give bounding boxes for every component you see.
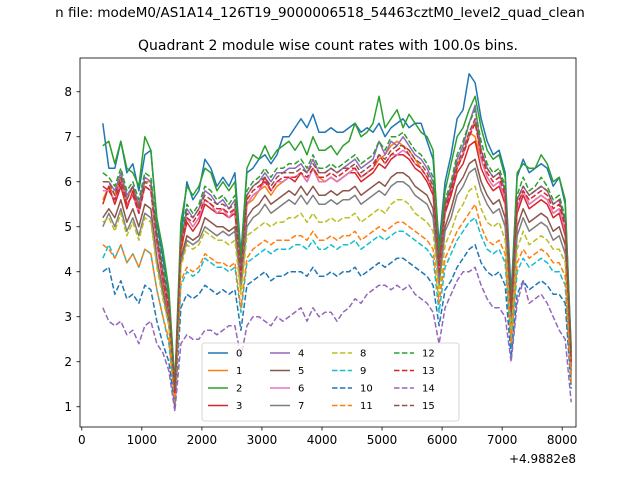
legend-label-7: 7 [298, 401, 304, 412]
x-tick-label: 1000 [127, 433, 158, 447]
series-line-15 [102, 118, 572, 390]
x-tick-label: 0 [78, 433, 86, 447]
y-tick-label: 1 [64, 400, 72, 414]
legend-label-15: 15 [422, 401, 435, 412]
series-lines [102, 73, 572, 412]
x-tick-label: 7000 [487, 433, 518, 447]
chart-suptitle: n file: modeM0/AS1A14_126T19_9000006518_… [55, 5, 585, 21]
y-tick-label: 5 [64, 220, 72, 234]
legend-label-2: 2 [236, 384, 242, 395]
y-tick-label: 2 [64, 355, 72, 369]
series-line-10 [102, 244, 572, 408]
y-tick-label: 8 [64, 85, 72, 99]
legend-label-10: 10 [360, 384, 373, 395]
series-line-12 [102, 109, 572, 390]
y-tick-label: 4 [64, 265, 72, 279]
legend-label-9: 9 [360, 366, 366, 377]
legend-label-13: 13 [422, 366, 435, 377]
x-tick-label: 4000 [307, 433, 338, 447]
x-tick-label: 5000 [367, 433, 398, 447]
y-tick-label: 6 [64, 175, 72, 189]
x-offset-label: +4.9882e8 [509, 452, 576, 466]
plot-frame [79, 57, 577, 428]
legend-label-0: 0 [236, 349, 242, 360]
y-tick-label: 3 [64, 310, 72, 324]
legend-label-12: 12 [422, 349, 435, 360]
legend-label-8: 8 [360, 349, 366, 360]
y-tick-label: 7 [64, 130, 72, 144]
x-tick-label: 8000 [547, 433, 578, 447]
series-line-14 [102, 266, 572, 412]
x-tick-label: 2000 [187, 433, 218, 447]
legend-label-14: 14 [422, 384, 435, 395]
x-axis-ticks: 0 1000 2000 3000 4000 5000 6000 7000 8000 [78, 427, 577, 447]
y-axis-ticks: 1 2 3 4 5 6 7 8 [64, 85, 80, 414]
legend-label-4: 4 [298, 349, 304, 360]
series-line-11 [102, 203, 572, 403]
legend-label-1: 1 [236, 366, 242, 377]
legend-label-5: 5 [298, 366, 304, 377]
x-tick-label: 6000 [427, 433, 458, 447]
legend-label-3: 3 [236, 401, 242, 412]
legend-box [201, 342, 460, 422]
legend-label-6: 6 [298, 384, 304, 395]
series-line-2 [102, 95, 572, 385]
x-tick-label: 3000 [247, 433, 278, 447]
chart-title: Quadrant 2 module wise count rates with … [138, 38, 518, 54]
series-line-8 [102, 185, 572, 399]
legend-label-11: 11 [360, 401, 373, 412]
